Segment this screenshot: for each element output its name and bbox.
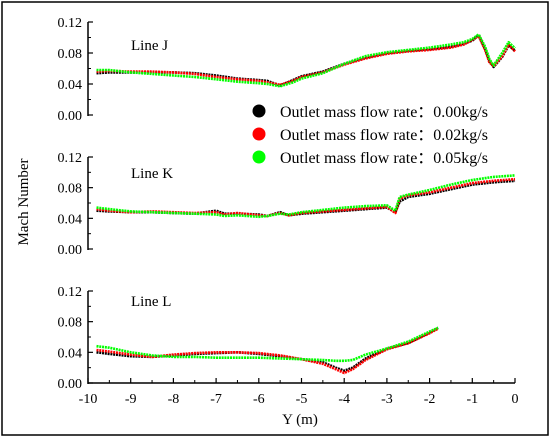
y-tick-label: 0.00 (58, 243, 83, 258)
y-tick-label: 0.08 (58, 47, 83, 62)
legend-marker-1 (252, 104, 266, 118)
legend: Outlet mass flow rate：0.00kg/s Outlet mas… (252, 104, 488, 167)
y-tick-label: 0.08 (58, 182, 83, 197)
x-tick-label: -2 (424, 392, 436, 407)
x-tick-label: -10 (79, 392, 98, 407)
x-tick-label: -6 (253, 392, 265, 407)
y-tick-label: 0.08 (58, 316, 83, 331)
legend-marker-2 (252, 127, 266, 141)
x-tick-label: 0 (512, 392, 519, 407)
panel-2: 0.00 0.04 0.08 0.12 Line K (58, 151, 516, 258)
x-tick-label: -5 (296, 392, 308, 407)
x-tick-label: -4 (338, 392, 350, 407)
x-tick-label: -1 (466, 392, 478, 407)
y-tick-label: 0.04 (58, 78, 83, 93)
panel-1: 0.00 0.04 0.08 0.12 Line J (58, 16, 516, 124)
y-tick-label: 0.04 (58, 212, 83, 227)
series-line-3 (96, 326, 439, 363)
y-tick-label: 0.04 (58, 346, 83, 361)
y-axis-label: Mach Number (16, 158, 32, 245)
x-tick-label: -7 (210, 392, 222, 407)
panel-title: Line L (131, 294, 171, 310)
y-tick-label: 0.00 (58, 377, 83, 392)
y-tick-label: 0.00 (58, 109, 83, 124)
legend-label-1: Outlet mass flow rate：0.00kg/s (280, 104, 488, 121)
panel-3: 0.00 0.04 0.08 0.12 Line L (58, 285, 515, 392)
y-tick-label: 0.12 (58, 151, 83, 166)
legend-label-3: Outlet mass flow rate：0.05kg/s (280, 150, 488, 167)
x-axis-label: Y (m) (282, 412, 318, 428)
legend-marker-3 (252, 150, 266, 164)
x-tick-label: -3 (381, 392, 393, 407)
series-line-3 (96, 33, 516, 88)
y-tick-label: 0.12 (58, 285, 83, 300)
x-tick-label: -8 (168, 392, 180, 407)
series-line-3 (96, 174, 516, 219)
panels: 0.00 0.04 0.08 0.12 Line J 0.00 0.04 0.08 0.12 Li… (58, 16, 516, 392)
x-axis: -10 -9 -8 -7 -6 -5 -4 -3 -2 -1 0 (79, 378, 519, 407)
legend-label-2: Outlet mass flow rate：0.02kg/s (280, 127, 488, 144)
panel-title: Line J (131, 38, 168, 54)
y-tick-label: 0.12 (58, 16, 83, 31)
panel-title: Line K (131, 166, 173, 182)
x-tick-label: -9 (125, 392, 137, 407)
